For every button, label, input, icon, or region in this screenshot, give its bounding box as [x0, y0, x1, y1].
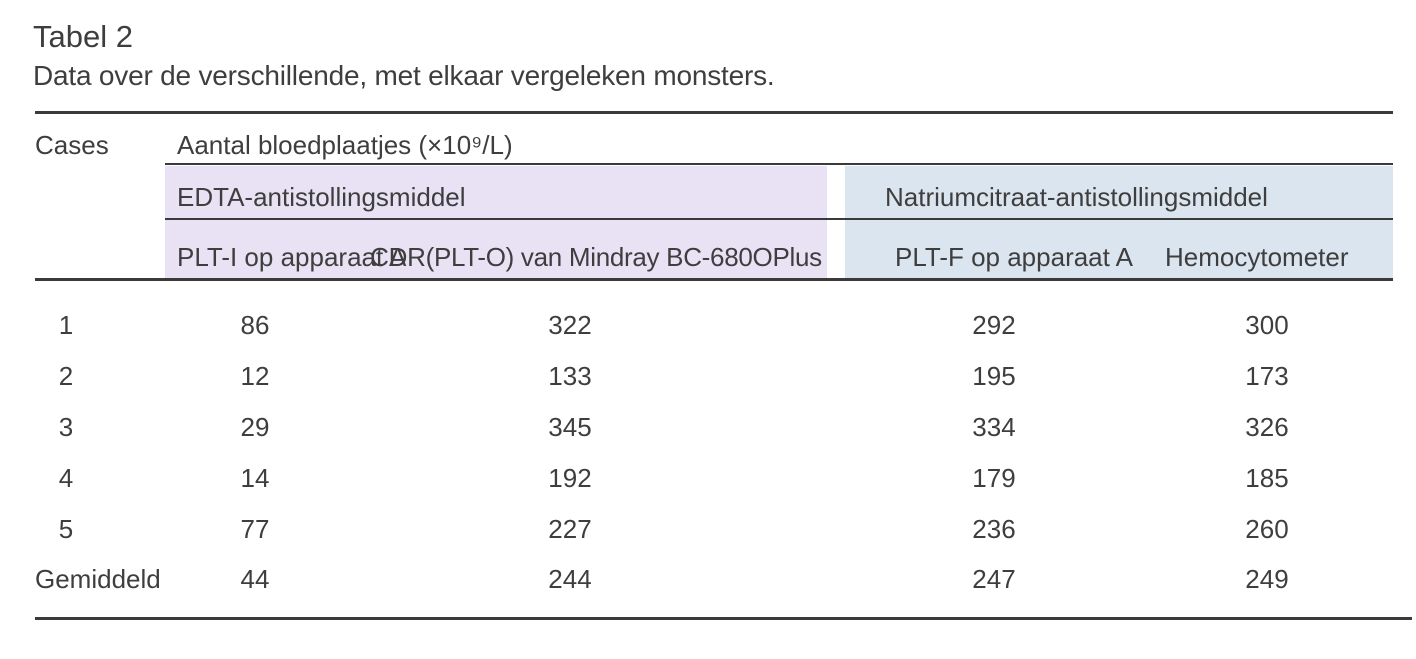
value-cdr: 322 — [548, 310, 592, 340]
value-cdr-mean: 244 — [548, 564, 592, 594]
col-header-cdr-mindray: CDR(PLT-O) van Mindray BC-680OPlus — [370, 242, 822, 272]
value-plt-f-mean: 247 — [972, 564, 1016, 594]
rule-top — [35, 111, 1393, 114]
value-plt-f: 179 — [972, 463, 1016, 493]
value-cdr: 192 — [548, 463, 592, 493]
rule-header-bottom — [35, 278, 1393, 281]
case-label: 2 — [58, 361, 74, 391]
col-header-plt-i: PLT-I op apparaat A — [177, 242, 407, 272]
value-hemocytometer: 300 — [1245, 310, 1289, 340]
rule-under-unit-header — [165, 163, 1393, 165]
value-plt-i: 77 — [240, 514, 270, 544]
table-title: Tabel 2 — [33, 19, 133, 54]
col-header-plt-f: PLT-F op apparaat A — [895, 242, 1133, 272]
value-plt-f: 292 — [972, 310, 1016, 340]
value-plt-f: 334 — [972, 412, 1016, 442]
case-label: 1 — [58, 310, 74, 340]
table-caption: Data over de verschillende, met elkaar v… — [33, 60, 775, 91]
rule-between-group-and-subheaders — [165, 218, 1393, 220]
value-plt-i: 14 — [240, 463, 270, 493]
col-header-hemocytometer: Hemocytometer — [1165, 242, 1349, 272]
case-label: 5 — [58, 514, 74, 544]
edta-group-background — [165, 166, 827, 278]
group-header-edta: EDTA-antistollingsmiddel — [177, 182, 466, 212]
value-hemocytometer: 326 — [1245, 412, 1289, 442]
citrate-group-background — [845, 166, 1393, 278]
value-hemocytometer-mean: 249 — [1245, 564, 1289, 594]
col-header-unit: Aantal bloedplaatjes (×10⁹/L) — [177, 130, 513, 160]
value-hemocytometer: 173 — [1245, 361, 1289, 391]
value-plt-i: 12 — [240, 361, 270, 391]
case-label: 4 — [58, 463, 74, 493]
rule-bottom — [35, 617, 1412, 620]
value-plt-i: 86 — [240, 310, 270, 340]
col-header-cases: Cases — [35, 130, 109, 160]
value-plt-i: 29 — [240, 412, 270, 442]
case-label-gemiddeld: Gemiddeld — [35, 564, 161, 594]
value-plt-f: 236 — [972, 514, 1016, 544]
value-plt-i-mean: 44 — [240, 564, 270, 594]
case-label: 3 — [58, 412, 74, 442]
value-plt-f: 195 — [972, 361, 1016, 391]
value-hemocytometer: 260 — [1245, 514, 1289, 544]
value-cdr: 345 — [548, 412, 592, 442]
group-header-natriumcitraat: Natriumcitraat-antistollingsmiddel — [885, 182, 1268, 212]
value-hemocytometer: 185 — [1245, 463, 1289, 493]
value-cdr: 227 — [548, 514, 592, 544]
value-cdr: 133 — [548, 361, 592, 391]
